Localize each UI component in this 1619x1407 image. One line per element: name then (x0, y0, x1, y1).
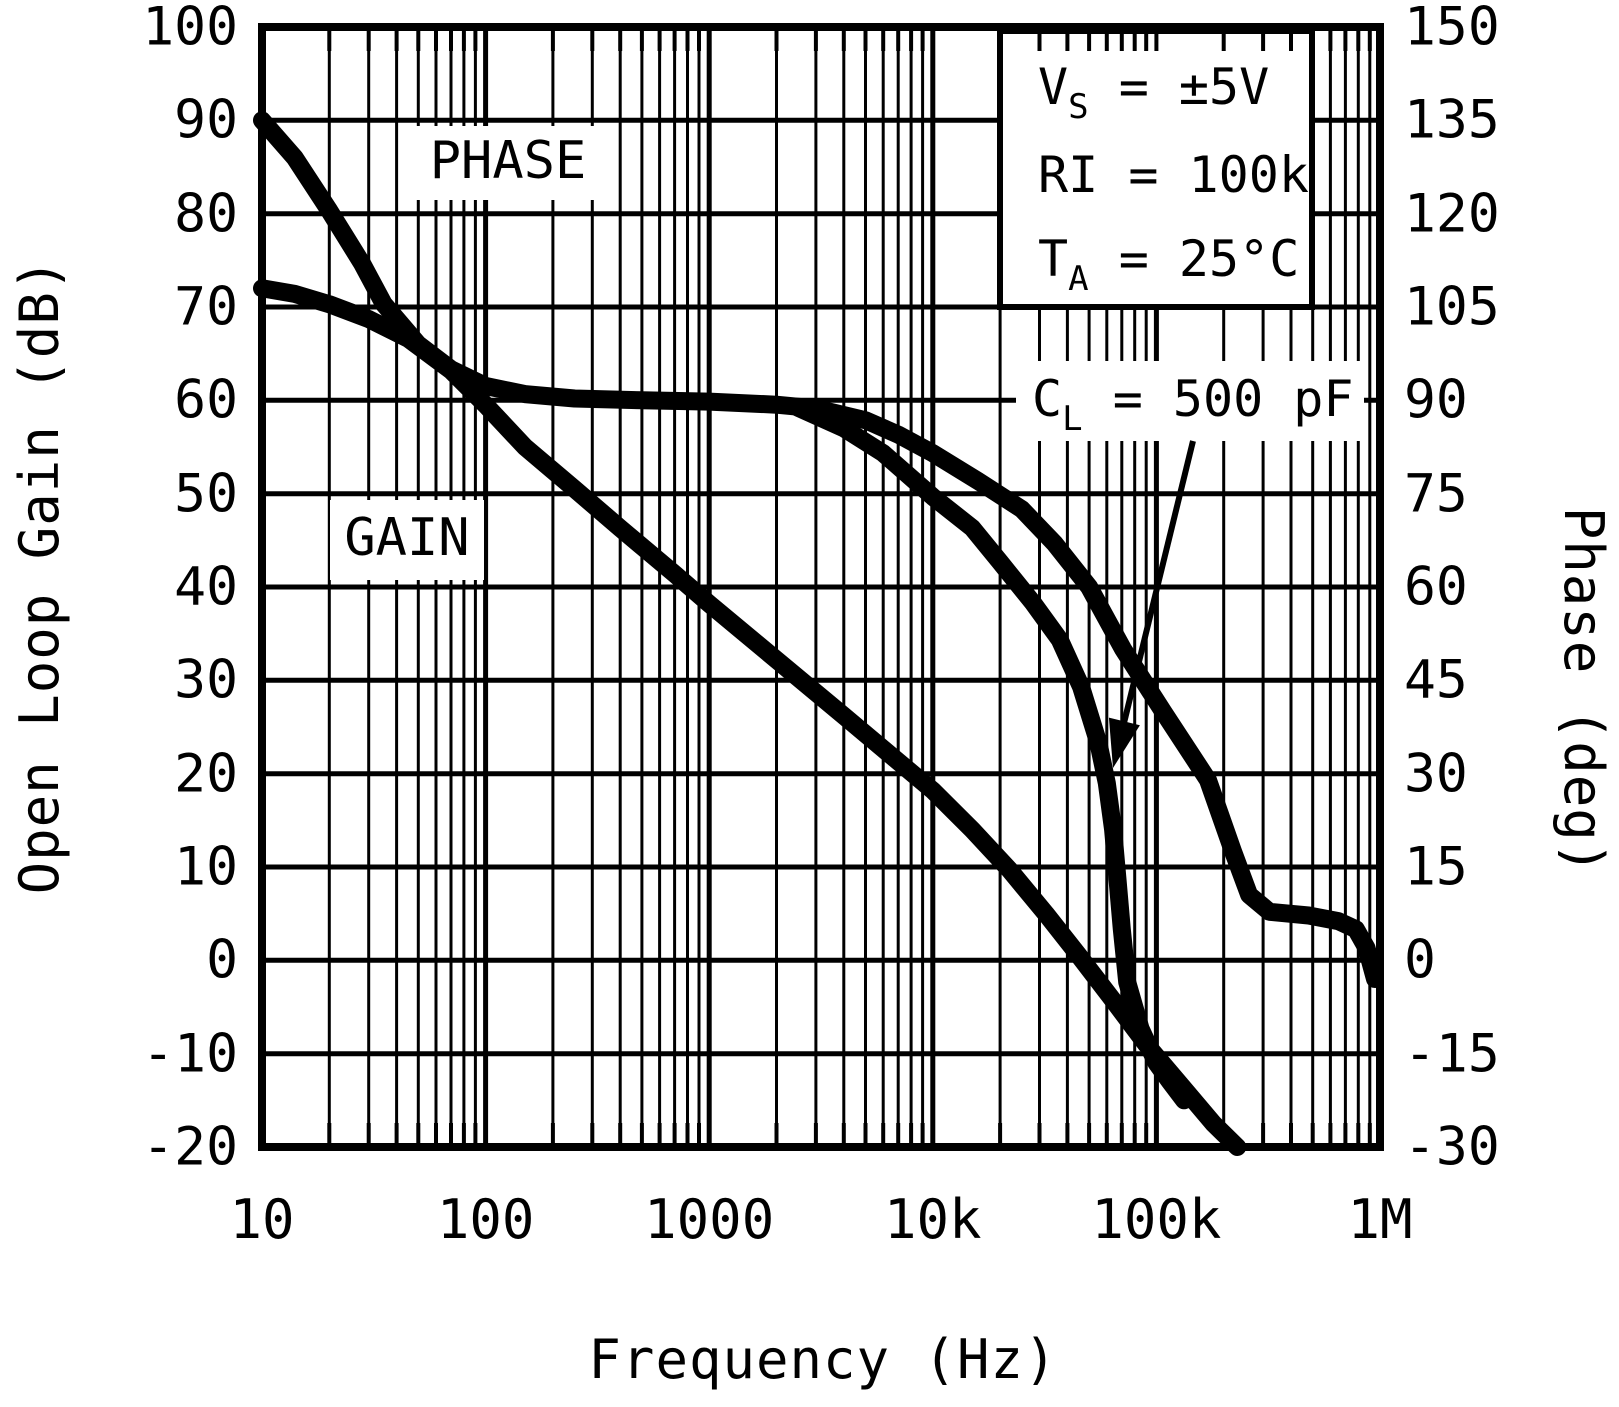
y-right-tick-label: -30 (1404, 1116, 1500, 1178)
y-left-tick-label: 10 (174, 836, 238, 898)
y-left-tick-label: 40 (174, 556, 238, 618)
y-left-tick-label: 50 (174, 463, 238, 525)
y-left-tick-label: 30 (174, 649, 238, 711)
y-left-tick-label: 90 (174, 89, 238, 151)
y-right-tick-label: 0 (1404, 929, 1436, 991)
y-right-tick-label: 120 (1404, 183, 1500, 245)
y-left-tick-label: -10 (142, 1023, 238, 1085)
condition-line: TA = 25°C (1038, 230, 1300, 299)
x-tick-label: 1000 (644, 1188, 775, 1251)
x-tick-label: 10k (884, 1188, 982, 1251)
x-tick-label: 10 (229, 1188, 295, 1251)
plot-border (258, 23, 1384, 1151)
y-right-tick-label: 60 (1404, 556, 1468, 618)
y-right-tick-label: -15 (1404, 1023, 1500, 1085)
y-right-tick-label: 30 (1404, 743, 1468, 805)
cl-500pf-annotation: CL = 500 pF (1032, 370, 1354, 439)
condition-line: RI = 100k (1038, 146, 1309, 204)
x-tick-label: 1M (1347, 1188, 1413, 1251)
y-right-tick-label: 15 (1404, 836, 1468, 898)
x-tick-label: 100 (436, 1188, 535, 1251)
label-boxes (330, 28, 1364, 580)
y-left-tick-label: 20 (174, 743, 238, 805)
y-right-tick-label: 90 (1404, 369, 1468, 431)
y-left-tick-label: 80 (174, 183, 238, 245)
x-tick-label: 100k (1091, 1188, 1222, 1251)
y-left-tick-label: 60 (174, 369, 238, 431)
y-right-tick-label: 105 (1404, 276, 1500, 338)
y-left-tick-label: 0 (206, 929, 238, 991)
gain-curve-label: GAIN (344, 508, 470, 568)
y-right-tick-label: 150 (1404, 0, 1500, 58)
y-left-tick-label: 100 (142, 0, 238, 58)
y-right-tick-label: 135 (1404, 89, 1500, 151)
condition-line: VS = ±5V (1038, 58, 1270, 127)
y-right-tick-label: 75 (1404, 463, 1468, 525)
x-axis-title: Frequency (Hz) (588, 1328, 1058, 1391)
y-left-tick-label: 70 (174, 276, 238, 338)
y-left-tick-label: -20 (142, 1116, 238, 1178)
phase-curve-label: PHASE (429, 131, 587, 191)
gain-curve (253, 279, 1247, 1156)
y-right-tick-label: 45 (1404, 649, 1468, 711)
cl-annotation-arrow (1108, 440, 1196, 768)
